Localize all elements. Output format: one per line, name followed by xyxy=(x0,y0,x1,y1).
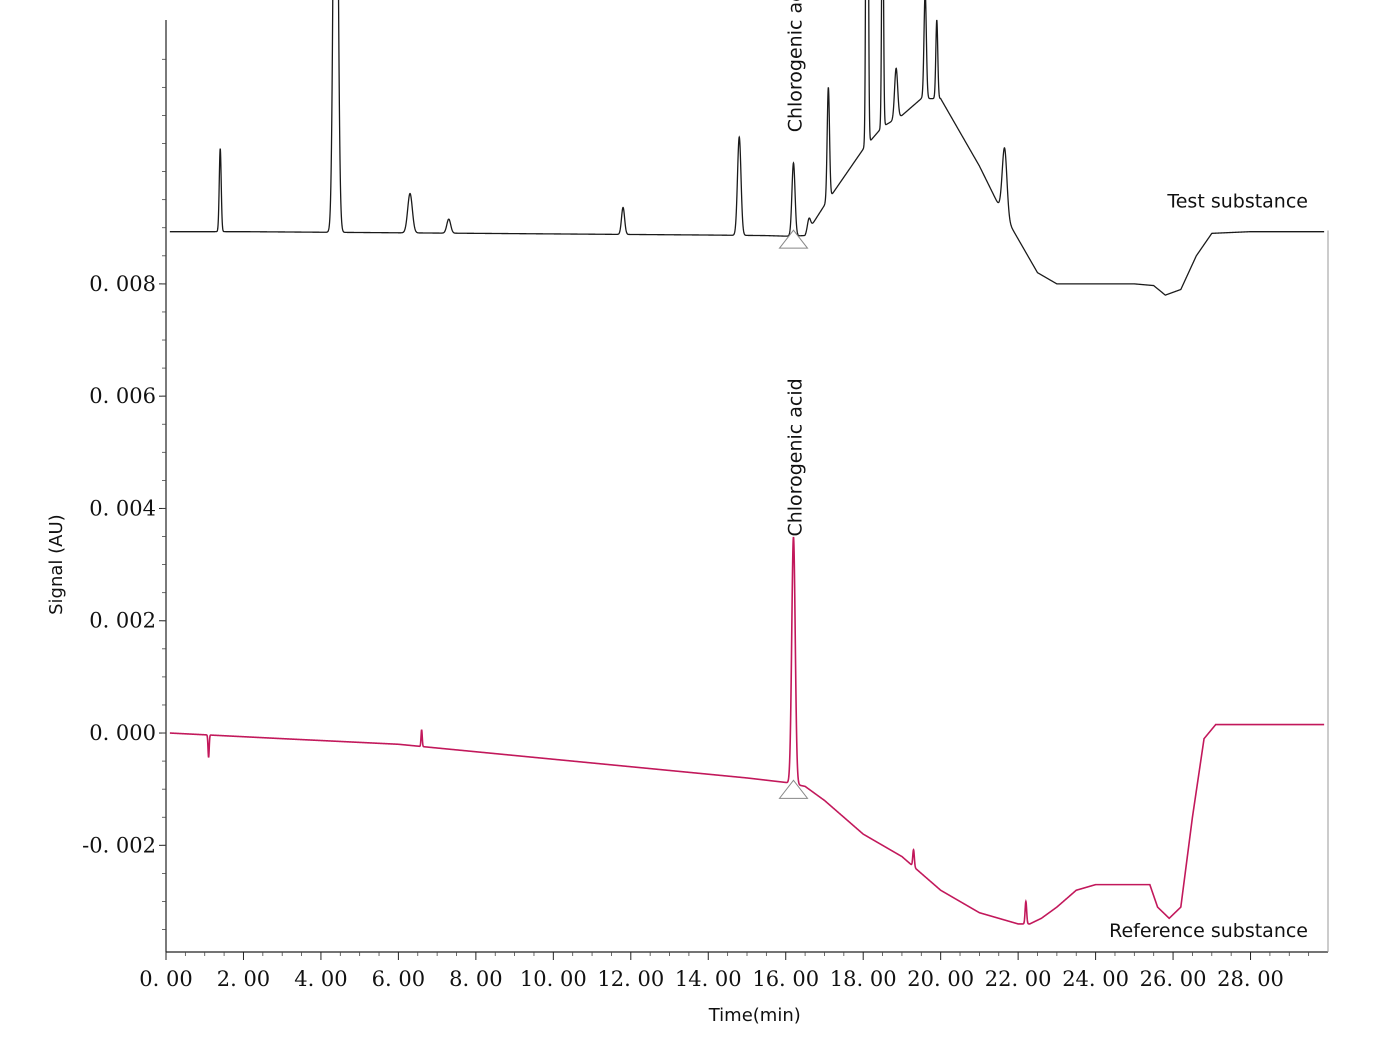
peak-integration-marker xyxy=(778,779,809,799)
x-tick-label: 28. 00 xyxy=(1217,967,1284,991)
y-tick-label: -0. 002 xyxy=(82,833,156,857)
series-line-test xyxy=(169,0,1325,296)
x-tick-label: 26. 00 xyxy=(1140,967,1207,991)
y-tick-label: 0. 006 xyxy=(89,384,156,408)
peak-integration-marker xyxy=(778,229,809,249)
x-tick-label: 18. 00 xyxy=(830,967,897,991)
peak-annotation: Chlorogenic acid xyxy=(784,378,806,536)
y-tick-label: 0. 004 xyxy=(89,496,156,520)
x-tick-label: 12. 00 xyxy=(597,967,664,991)
labels-layer: 0. 00 2. 00 4. 00 6. 00 8. 00 10. 00 12. 00 14.… xyxy=(46,0,1308,1026)
y-tick-label: 0. 002 xyxy=(89,609,156,633)
series-layer xyxy=(169,0,1325,925)
series-label-test: Test substance xyxy=(1166,191,1308,213)
peak-annotation: Chlorogenic acid xyxy=(784,0,806,132)
x-tick-label: 4. 00 xyxy=(294,967,347,991)
x-tick-label: 8. 00 xyxy=(449,967,502,991)
series-label-reference: Reference substance xyxy=(1109,920,1308,942)
x-tick-label: 0. 00 xyxy=(139,967,192,991)
x-axis-title: Time(min) xyxy=(708,1005,801,1026)
marks-layer xyxy=(159,58,1310,960)
x-tick-label: 10. 00 xyxy=(520,967,587,991)
x-tick-label: 2. 00 xyxy=(217,967,270,991)
x-tick-label: 6. 00 xyxy=(372,967,425,991)
x-tick-label: 24. 00 xyxy=(1062,967,1129,991)
series-line-reference xyxy=(169,536,1325,925)
y-axis-title: Signal (AU) xyxy=(46,514,67,615)
x-tick-label: 14. 00 xyxy=(675,967,742,991)
y-tick-label: 0. 000 xyxy=(89,721,156,745)
y-tick-label: 0. 008 xyxy=(89,272,156,296)
x-tick-label: 20. 00 xyxy=(907,967,974,991)
x-tick-label: 22. 00 xyxy=(985,967,1052,991)
x-tick-label: 16. 00 xyxy=(752,967,819,991)
